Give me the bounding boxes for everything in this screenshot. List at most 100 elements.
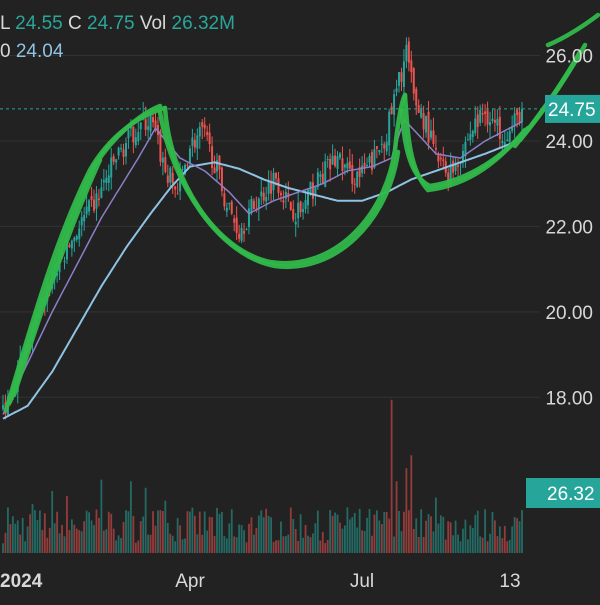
volume-bar — [80, 531, 83, 553]
volume-bar — [321, 531, 324, 553]
candle-body — [105, 177, 108, 183]
candle-body — [85, 206, 88, 215]
candle-body — [279, 192, 282, 196]
volume-bar — [255, 527, 258, 553]
volume-bar — [250, 517, 253, 553]
candle-body — [513, 113, 516, 127]
candle-body — [240, 227, 243, 241]
candle-body — [484, 111, 487, 114]
volume-bar — [51, 491, 54, 553]
candle-body — [449, 163, 452, 186]
volume-bar — [100, 479, 103, 553]
candle-body — [265, 197, 268, 202]
volume-bar — [299, 514, 302, 553]
volume-bar — [334, 512, 336, 553]
candle-body — [122, 149, 125, 157]
candle-body — [174, 186, 177, 190]
candle-body — [341, 158, 344, 172]
candle-body — [356, 171, 359, 187]
candle-body — [247, 208, 250, 227]
candle-body — [343, 164, 346, 168]
annotation-stroke-3 — [162, 92, 408, 266]
candle-body — [73, 237, 76, 242]
volume-bar — [358, 508, 361, 553]
volume-bar — [344, 525, 346, 553]
candle-body — [417, 105, 420, 113]
volume-bar — [85, 510, 88, 553]
volume-bar — [36, 520, 39, 553]
volume-bar — [430, 516, 432, 553]
candle-body — [353, 183, 356, 185]
candle-body — [503, 142, 506, 146]
volume-bar — [484, 509, 487, 553]
candle-body — [474, 118, 477, 134]
candle-body — [270, 182, 273, 194]
candle-body — [102, 179, 105, 183]
candle-body — [196, 135, 199, 149]
volume-bar — [417, 537, 420, 553]
candle-body — [176, 193, 179, 195]
candle-body — [516, 109, 519, 116]
candle-body — [363, 162, 366, 168]
candle-body — [159, 130, 162, 162]
candle-body — [361, 165, 364, 174]
volume-bar — [339, 522, 341, 553]
volume-bar — [43, 513, 46, 553]
candle-body — [395, 88, 398, 92]
candle-body — [434, 147, 437, 150]
candle-body — [316, 172, 319, 188]
volume-bar — [63, 536, 66, 553]
volume-bar — [95, 509, 98, 553]
candle-body — [154, 120, 157, 131]
candle-body — [250, 198, 253, 214]
candle-body — [331, 155, 334, 165]
candle-body — [420, 109, 423, 118]
candle-body — [294, 221, 297, 225]
time-tick-label: Jul — [350, 571, 374, 592]
candle-body — [238, 233, 241, 239]
volume-bar — [312, 533, 314, 553]
candle-body — [260, 191, 263, 197]
candle-body — [501, 141, 504, 144]
volume-bar — [275, 540, 277, 553]
volume-bar — [11, 516, 14, 553]
volume-bar — [206, 530, 209, 553]
candle-body — [511, 125, 514, 131]
candle-body — [223, 193, 226, 207]
volume-bar — [125, 510, 127, 553]
candle-body — [112, 156, 115, 162]
candle-body — [390, 106, 393, 115]
candle-body — [97, 198, 100, 200]
candle-body — [107, 175, 110, 183]
candle-body — [267, 181, 270, 194]
candle-body — [336, 156, 339, 169]
volume-bar — [398, 510, 400, 553]
annotation-stroke-9 — [545, 12, 600, 48]
volume-bar — [262, 517, 265, 553]
candle-body — [489, 122, 492, 126]
volume-bar — [56, 511, 59, 553]
candle-body — [400, 72, 403, 82]
volume-bar — [489, 533, 491, 553]
candle-body — [319, 174, 322, 177]
candle-body — [83, 215, 86, 222]
volume-bar — [400, 531, 403, 553]
candle-body — [149, 112, 152, 132]
volume-bar — [16, 520, 19, 553]
volume-bar — [14, 523, 17, 553]
volume-bar — [439, 515, 442, 553]
volume-bar — [161, 510, 164, 553]
candle-body — [493, 120, 496, 123]
candle-body — [486, 110, 489, 125]
volume-bar — [442, 516, 445, 553]
volume-bar — [120, 538, 122, 553]
candle-body — [63, 261, 66, 263]
volume-bar — [280, 521, 282, 553]
volume-bar — [144, 487, 147, 553]
volume-bar — [216, 507, 218, 553]
candle-body — [370, 152, 373, 170]
candle-body — [324, 161, 327, 187]
candle-body — [405, 44, 408, 62]
low-value: 24.55 — [15, 13, 63, 34]
